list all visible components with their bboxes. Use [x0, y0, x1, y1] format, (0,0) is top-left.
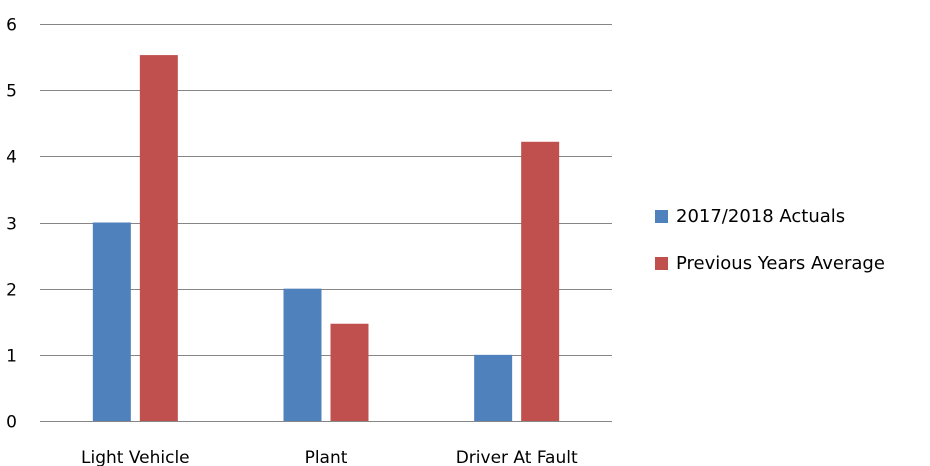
legend: 2017/2018 Actuals Previous Years Average: [655, 202, 885, 296]
y-tick-label: 1: [6, 347, 17, 367]
bar-previous-average-2: [521, 141, 560, 421]
y-tick-label: 2: [6, 281, 17, 301]
gridlines: [40, 24, 612, 422]
y-tick-label: 3: [6, 215, 17, 235]
bar-previous-average-1: [330, 323, 369, 421]
bar-previous-average-0: [139, 55, 178, 422]
bar-actuals-1: [283, 288, 322, 421]
y-axis-tick-labels: 0 1 2 3 4 5 6: [6, 16, 17, 433]
bars: [92, 55, 560, 422]
y-tick-label: 4: [6, 148, 17, 168]
legend-item-series-1: 2017/2018 Actuals: [655, 202, 885, 230]
y-tick-label: 0: [6, 413, 17, 433]
legend-swatch-series-1: [655, 209, 668, 223]
y-tick-label: 5: [6, 82, 17, 102]
bar-actuals-0: [92, 222, 131, 421]
legend-label-series-2: Previous Years Average: [676, 252, 885, 274]
x-tick-label: Driver At Fault: [456, 448, 578, 466]
legend-item-series-2: Previous Years Average: [655, 249, 885, 277]
legend-swatch-series-2: [655, 256, 668, 270]
x-tick-label: Plant: [305, 448, 348, 466]
legend-label-series-1: 2017/2018 Actuals: [676, 205, 846, 227]
bar-actuals-2: [474, 354, 513, 421]
x-axis-tick-labels: Light Vehicle Plant Driver At Fault: [81, 448, 578, 466]
x-tick-label: Light Vehicle: [81, 448, 190, 466]
y-tick-label: 6: [6, 16, 17, 36]
